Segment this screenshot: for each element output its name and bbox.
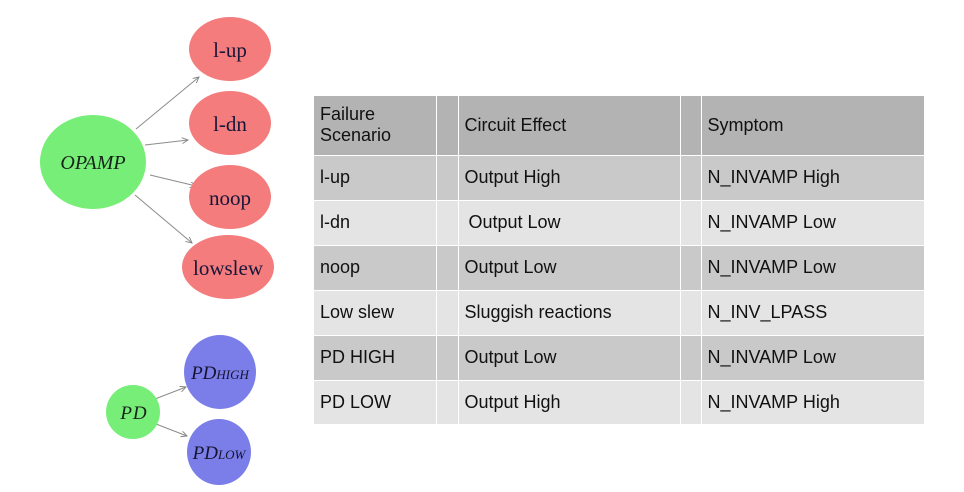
svg-text:PD: PD [119, 403, 147, 424]
svg-text:l-up: l-up [213, 38, 247, 62]
svg-text:lowslew: lowslew [193, 256, 264, 280]
svg-text:OPAMP: OPAMP [60, 152, 125, 174]
svg-text:l-dn: l-dn [213, 112, 247, 136]
svg-text:PDHIGH: PDHIGH [190, 363, 249, 384]
svg-text:noop: noop [209, 186, 251, 210]
svg-text:PDLOW: PDLOW [192, 443, 247, 464]
